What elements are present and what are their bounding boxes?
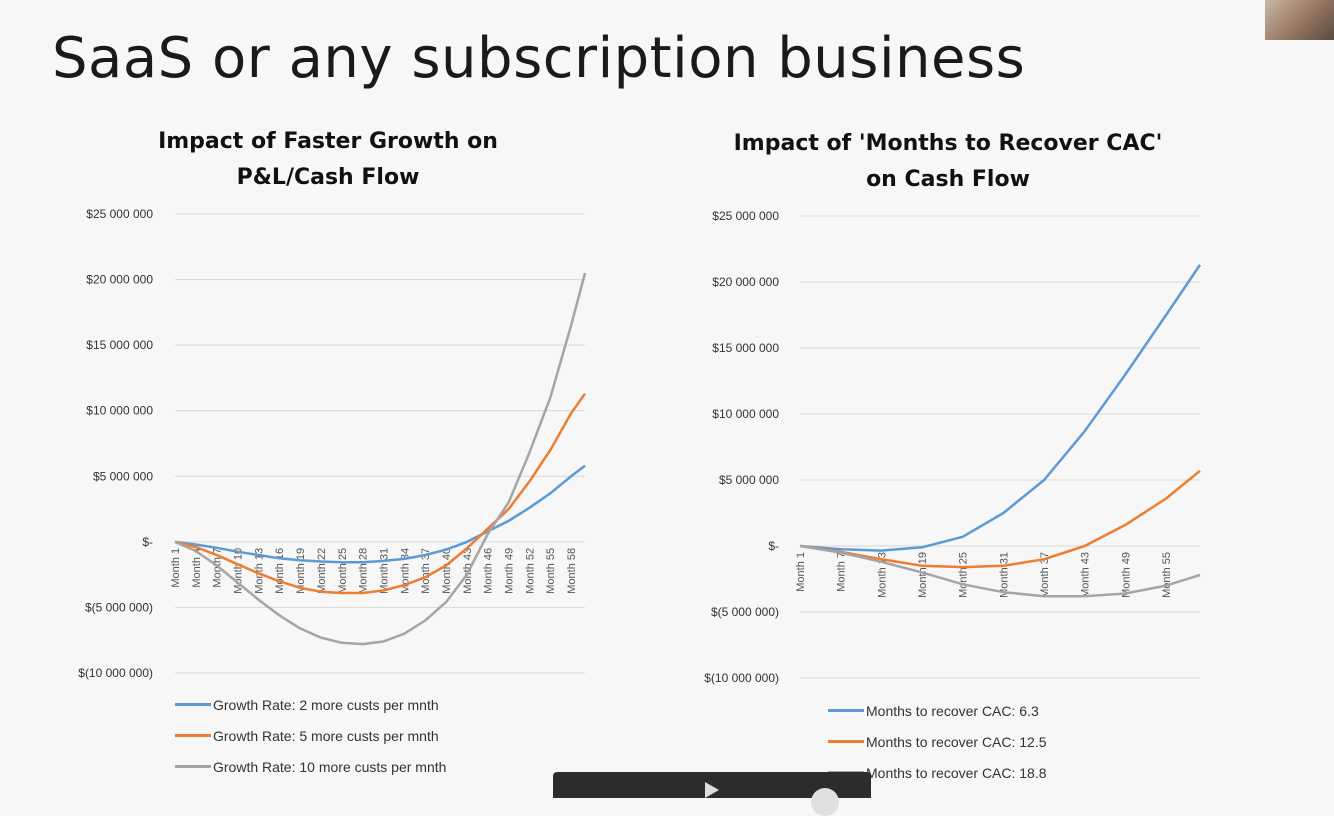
chart-1-legend: Growth Rate: 2 more custs per mnth Growth…: [175, 689, 446, 782]
y-tick-label: $(5 000 000): [85, 600, 153, 614]
y-tick-label: $15 000 000: [86, 338, 153, 352]
x-tick-label: Month 28: [358, 548, 370, 594]
y-tick-label: $-: [142, 535, 153, 549]
legend-swatch: [175, 734, 211, 737]
chart-2-title: Impact of 'Months to Recover CAC' on Cas…: [708, 126, 1188, 198]
legend-swatch: [828, 740, 864, 743]
x-tick-label: Month 40: [441, 548, 453, 594]
x-tick-label: Month 7: [836, 552, 848, 592]
x-tick-label: Month 52: [524, 548, 536, 594]
play-icon[interactable]: [705, 782, 719, 798]
legend-label: Growth Rate: 5 more custs per mnth: [213, 727, 439, 744]
chart-2-legend: Months to recover CAC: 6.3 Months to reco…: [828, 695, 1047, 788]
y-tick-label: $15 000 000: [712, 341, 779, 355]
x-tick-label: Month 25: [958, 552, 970, 598]
series-line-1: [799, 264, 1202, 552]
x-tick-label: Month 4: [191, 548, 203, 588]
x-tick-label: Month 49: [1120, 552, 1132, 598]
legend-item: Growth Rate: 10 more custs per mnth: [175, 751, 446, 782]
legend-item: Growth Rate: 2 more custs per mnth: [175, 689, 446, 720]
y-tick-label: $(10 000 000): [704, 671, 779, 685]
series-line-1: [174, 464, 586, 564]
y-tick-label: $25 000 000: [712, 209, 779, 223]
settings-icon[interactable]: [811, 788, 839, 816]
legend-label: Months to recover CAC: 6.3: [866, 702, 1039, 719]
series-line-2: [799, 469, 1201, 569]
y-tick-label: $10 000 000: [86, 404, 153, 418]
webcam-thumbnail: [1265, 0, 1334, 40]
x-tick-label: Month 46: [483, 548, 495, 594]
y-tick-label: $20 000 000: [86, 273, 153, 287]
x-tick-label: Month 58: [566, 548, 578, 594]
legend-item: Months to recover CAC: 12.5: [828, 726, 1047, 757]
x-tick-label: Month 25: [337, 548, 349, 594]
x-tick-label: Month 22: [316, 548, 328, 594]
x-tick-label: Month 49: [504, 548, 516, 594]
x-tick-label: Month 37: [420, 548, 432, 594]
legend-swatch: [175, 703, 211, 706]
x-tick-label: Month 31: [998, 552, 1010, 598]
series-line-2: [174, 392, 587, 595]
x-tick-label: Month 55: [545, 548, 557, 594]
x-tick-label: Month 19: [917, 552, 929, 598]
y-tick-label: $(10 000 000): [78, 666, 153, 680]
legend-label: Growth Rate: 10 more custs per mnth: [213, 758, 447, 775]
legend-label: Months to recover CAC: 12.5: [866, 733, 1047, 750]
chart-1-title-line-1: Impact of Faster Growth on: [158, 129, 498, 154]
y-tick-label: $20 000 000: [712, 275, 779, 289]
chart-2-plot: $25 000 000 $20 000 000 $15 000 000 $10 000…: [704, 209, 1202, 685]
legend-item: Growth Rate: 5 more custs per mnth: [175, 720, 446, 751]
y-tick-label: $5 000 000: [93, 469, 153, 483]
chart-1-title-line-2: P&L/Cash Flow: [236, 165, 420, 190]
series-line-3: [174, 272, 587, 646]
video-controls-bar[interactable]: [553, 772, 871, 816]
series-line-3: [799, 544, 1201, 598]
x-tick-label: Month 1: [170, 548, 182, 588]
x-tick-label: Month 37: [1039, 552, 1051, 598]
x-tick-label: Month 55: [1161, 552, 1173, 598]
x-tick-label: Month 43: [1080, 552, 1092, 598]
legend-swatch: [828, 709, 864, 712]
slide-title: SaaS or any subscription business: [52, 26, 1026, 91]
y-tick-label: $25 000 000: [86, 207, 153, 221]
legend-swatch: [175, 765, 211, 768]
chart-1-title: Impact of Faster Growth on P&L/Cash Flow: [128, 124, 528, 196]
legend-label: Months to recover CAC: 18.8: [866, 764, 1047, 781]
x-tick-label: Month 13: [253, 548, 265, 594]
y-tick-label: $10 000 000: [712, 407, 779, 421]
chart-2-title-line-2: on Cash Flow: [866, 167, 1030, 192]
y-tick-label: $5 000 000: [719, 473, 779, 487]
legend-item: Months to recover CAC: 6.3: [828, 695, 1047, 726]
legend-label: Growth Rate: 2 more custs per mnth: [213, 696, 439, 713]
chart-2-title-line-1: Impact of 'Months to Recover CAC': [733, 131, 1163, 156]
y-tick-label: $-: [768, 539, 779, 553]
y-tick-label: $(5 000 000): [711, 605, 779, 619]
x-tick-label: Month 1: [795, 552, 807, 592]
chart-1-plot: $25 000 000 $20 000 000 $15 000 000 $10 000…: [78, 207, 587, 680]
